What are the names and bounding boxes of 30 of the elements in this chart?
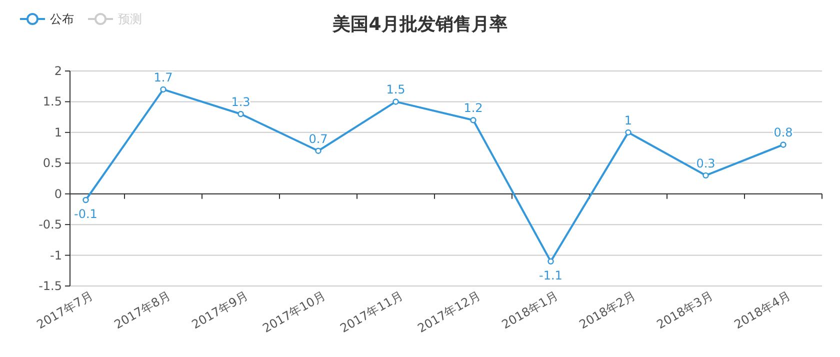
data-label: 0.7 bbox=[308, 132, 328, 146]
data-label: -1.1 bbox=[539, 268, 562, 282]
data-label: 0.8 bbox=[774, 126, 793, 140]
y-tick-label: 2 bbox=[54, 64, 62, 78]
data-label: 1 bbox=[624, 113, 632, 128]
data-label: 1.2 bbox=[464, 101, 483, 116]
data-label: -0.1 bbox=[74, 207, 98, 221]
data-label: 1.5 bbox=[386, 82, 406, 97]
y-tick-label: 1 bbox=[54, 125, 62, 140]
y-tick-label: 0.5 bbox=[42, 156, 62, 170]
point bbox=[82, 196, 89, 204]
point bbox=[548, 258, 554, 265]
point bbox=[160, 86, 166, 93]
point bbox=[392, 98, 399, 105]
point bbox=[780, 142, 786, 148]
point bbox=[238, 110, 244, 118]
y-tick-label: -1.5 bbox=[38, 279, 62, 293]
data-label: 1.7 bbox=[154, 70, 173, 84]
point bbox=[470, 117, 476, 124]
point bbox=[702, 172, 709, 179]
chart-title: 美国4月批发销售月率 bbox=[332, 14, 508, 35]
data-label: 0.3 bbox=[696, 156, 716, 170]
data-label: 1.3 bbox=[231, 95, 250, 109]
y-tick-label: -1 bbox=[50, 248, 62, 262]
y-tick-label: 0 bbox=[54, 186, 62, 201]
y-tick-label: 1.5 bbox=[42, 94, 62, 109]
y-tick-label: -0.5 bbox=[38, 218, 62, 232]
point bbox=[315, 148, 322, 154]
point bbox=[625, 129, 632, 136]
legend-label: 公布 bbox=[50, 12, 74, 26]
